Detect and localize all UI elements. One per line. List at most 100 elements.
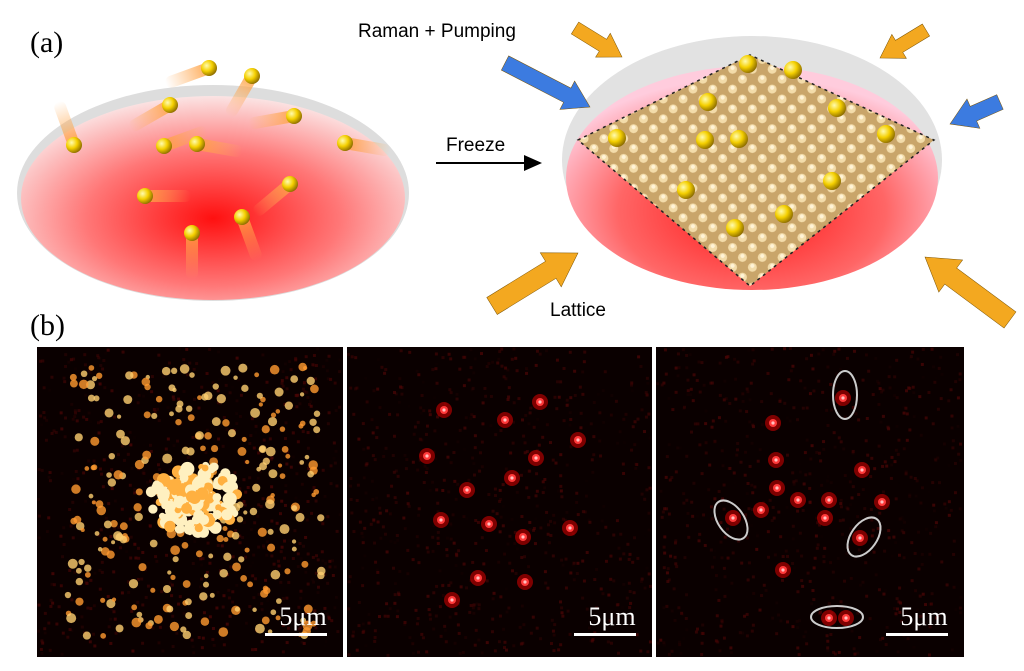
noise (293, 621, 297, 625)
noise (141, 471, 145, 475)
noise (101, 367, 105, 371)
atom-signal (145, 622, 153, 630)
noise (856, 651, 860, 655)
noise (610, 394, 614, 398)
noise (448, 615, 452, 619)
noise (226, 579, 229, 582)
noise (601, 592, 605, 596)
noise (504, 377, 508, 381)
noise (312, 486, 316, 490)
noise (741, 631, 745, 635)
noise (388, 607, 392, 611)
noise (745, 492, 749, 496)
noise (60, 427, 64, 431)
noise (406, 548, 410, 552)
motion-trail (129, 102, 171, 131)
noise (129, 556, 133, 560)
noise (812, 566, 816, 570)
noise (898, 610, 902, 614)
noise (794, 479, 798, 483)
noise (618, 557, 622, 561)
noise (560, 611, 564, 615)
noise (504, 366, 508, 370)
noise (259, 505, 263, 509)
noise (321, 365, 325, 369)
noise (208, 615, 212, 619)
atom-signal (180, 626, 187, 633)
noise (338, 370, 342, 374)
noise (491, 360, 495, 364)
noise (645, 393, 649, 397)
noise (685, 593, 689, 597)
scale-bar (886, 633, 948, 636)
noise (388, 412, 392, 416)
noise (69, 524, 73, 528)
noise (723, 535, 727, 539)
noise (520, 418, 524, 422)
noise (607, 593, 611, 597)
noise (283, 539, 287, 543)
atom-signal (91, 500, 96, 505)
noise (57, 605, 61, 609)
atom (286, 108, 302, 124)
noise (158, 625, 162, 629)
noise (193, 540, 197, 544)
noise (447, 583, 451, 587)
noise (568, 423, 572, 427)
noise (120, 444, 124, 448)
noise (556, 380, 560, 384)
noise (551, 458, 555, 462)
noise (550, 618, 554, 622)
noise (579, 411, 583, 415)
noise (225, 427, 229, 431)
noise (511, 569, 515, 573)
noise (547, 541, 551, 545)
noise (127, 590, 131, 594)
noise (198, 585, 202, 589)
noise (432, 591, 436, 595)
noise (954, 380, 958, 384)
noise (334, 595, 338, 599)
atom-signal (212, 383, 219, 390)
noise (426, 651, 430, 655)
noise (620, 605, 624, 609)
noise (551, 554, 555, 558)
noise (802, 482, 806, 486)
noise (376, 520, 380, 524)
noise (921, 347, 925, 351)
motion-trail (186, 233, 198, 279)
noise (534, 494, 538, 498)
noise (846, 507, 850, 511)
noise (796, 509, 800, 513)
noise (769, 392, 773, 396)
noise (837, 650, 841, 654)
noise (520, 604, 524, 608)
noise (362, 476, 366, 480)
noise (722, 398, 726, 402)
noise (327, 617, 331, 621)
noise (310, 511, 314, 515)
noise (723, 575, 727, 579)
noise (902, 447, 906, 451)
noise (134, 436, 137, 439)
noise (673, 618, 677, 622)
noise (172, 444, 176, 448)
noise (722, 566, 726, 570)
noise (924, 603, 928, 607)
noise (449, 357, 453, 361)
noise (904, 470, 908, 474)
noise (624, 412, 628, 416)
noise (667, 443, 671, 447)
noise (615, 519, 619, 523)
atom-signal (201, 464, 209, 472)
noise (919, 433, 923, 437)
noise (316, 585, 320, 589)
atom-signal (277, 463, 283, 468)
noise (297, 627, 301, 631)
noise (598, 439, 602, 443)
noise (212, 643, 216, 647)
noise (265, 540, 269, 544)
noise (630, 383, 634, 387)
atom-signal (279, 473, 286, 479)
